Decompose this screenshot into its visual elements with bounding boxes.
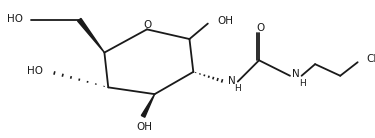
- Text: OH: OH: [217, 16, 234, 26]
- Text: O: O: [144, 20, 152, 30]
- Text: H: H: [234, 84, 241, 93]
- Text: OH: OH: [136, 122, 152, 132]
- Polygon shape: [141, 94, 154, 117]
- Polygon shape: [78, 18, 104, 53]
- Text: Cl: Cl: [366, 54, 375, 64]
- Text: HO: HO: [7, 14, 23, 24]
- Text: N: N: [228, 76, 236, 86]
- Text: HO: HO: [27, 66, 42, 76]
- Text: N: N: [292, 69, 300, 79]
- Text: H: H: [298, 79, 305, 88]
- Text: O: O: [256, 23, 264, 33]
